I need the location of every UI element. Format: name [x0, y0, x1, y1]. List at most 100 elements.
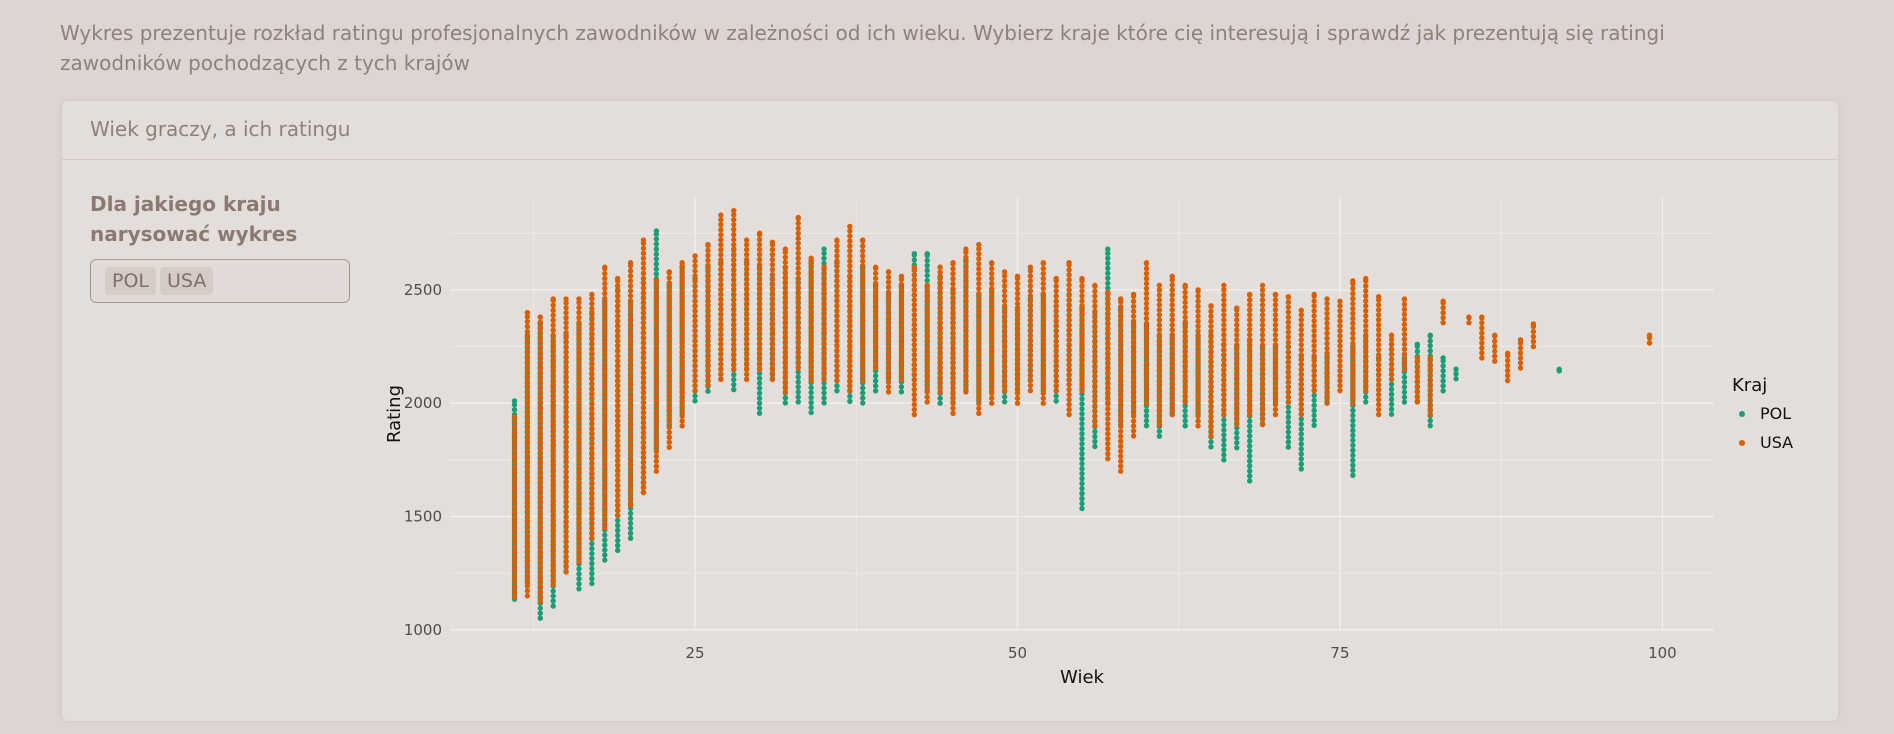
- data-point-usa: [666, 275, 672, 281]
- data-point-usa: [1169, 371, 1175, 378]
- data-point-usa: [989, 345, 995, 352]
- data-point-usa: [989, 315, 995, 322]
- data-point-usa: [1221, 302, 1227, 308]
- data-point-usa: [898, 371, 905, 378]
- data-point-usa: [756, 336, 763, 343]
- data-point-pol: [602, 537, 608, 543]
- data-point-usa: [1143, 365, 1150, 372]
- data-point-usa: [718, 296, 724, 303]
- data-point-usa: [1337, 328, 1343, 334]
- data-point-usa: [924, 384, 930, 390]
- data-point-usa: [1156, 292, 1163, 298]
- data-point-usa: [976, 271, 982, 277]
- data-point-usa: [911, 337, 918, 343]
- data-point-usa: [1053, 298, 1059, 304]
- data-point-usa: [589, 520, 595, 526]
- data-point-usa: [1298, 342, 1304, 348]
- data-point-usa: [885, 364, 892, 370]
- data-point-usa: [1117, 453, 1124, 459]
- data-point-usa: [1105, 316, 1111, 322]
- data-point-usa: [911, 282, 918, 288]
- data-point-usa: [808, 332, 814, 339]
- data-point-usa: [640, 425, 647, 431]
- data-point-usa: [795, 280, 801, 286]
- data-point-usa: [756, 351, 763, 357]
- data-point-usa: [898, 366, 905, 373]
- data-point-pol: [1246, 473, 1253, 479]
- data-point-usa: [1350, 375, 1356, 382]
- data-point-pol: [1182, 403, 1188, 409]
- data-point-usa: [1182, 314, 1188, 320]
- data-point-usa: [627, 273, 634, 279]
- data-point-usa: [1479, 320, 1485, 326]
- data-point-usa: [963, 304, 969, 310]
- data-point-usa: [602, 400, 608, 406]
- data-point-usa: [834, 253, 840, 259]
- data-point-usa: [1246, 357, 1253, 363]
- data-point-usa: [1324, 355, 1330, 362]
- data-point-usa: [1092, 348, 1098, 354]
- data-point-usa: [1504, 350, 1511, 357]
- data-point-usa: [1259, 352, 1266, 358]
- data-point-usa: [550, 327, 556, 333]
- data-point-usa: [1311, 387, 1317, 394]
- data-point-usa: [627, 367, 634, 374]
- chip-usa[interactable]: USA: [160, 267, 214, 295]
- chip-pol[interactable]: POL: [105, 267, 156, 295]
- data-point-usa: [1272, 342, 1279, 348]
- data-point-usa: [860, 293, 866, 299]
- data-point-usa: [860, 308, 866, 314]
- data-point-usa: [537, 389, 543, 395]
- data-point-usa: [1388, 346, 1395, 353]
- data-point-usa: [1272, 366, 1279, 373]
- data-point-usa: [1298, 352, 1304, 358]
- data-point-usa: [834, 377, 840, 384]
- data-point-usa: [679, 403, 685, 409]
- data-point-usa: [1143, 395, 1150, 401]
- data-point-usa: [576, 469, 582, 475]
- data-point-usa: [602, 415, 608, 421]
- data-point-usa: [963, 369, 969, 375]
- data-point-usa: [1208, 323, 1214, 329]
- data-point-usa: [1182, 329, 1188, 335]
- data-point-usa: [589, 435, 595, 441]
- country-multiselect[interactable]: POL USA: [90, 259, 350, 303]
- data-point-usa: [1234, 322, 1240, 328]
- data-point-usa: [950, 280, 956, 287]
- data-point-usa: [1517, 355, 1524, 361]
- data-point-usa: [885, 389, 892, 395]
- data-point-usa: [731, 291, 737, 298]
- data-point-usa: [537, 399, 543, 405]
- data-point-usa: [1375, 337, 1382, 343]
- data-point-usa: [563, 354, 569, 361]
- data-point-usa: [1246, 401, 1253, 408]
- data-point-usa: [782, 284, 789, 290]
- data-point-usa: [1092, 423, 1098, 429]
- data-point-usa: [821, 276, 827, 283]
- data-point-pol: [1440, 373, 1446, 379]
- data-point-usa: [1040, 365, 1047, 372]
- data-point-usa: [614, 452, 621, 459]
- data-point-usa: [1479, 340, 1485, 346]
- data-point-usa: [1259, 342, 1266, 348]
- data-point-usa: [847, 387, 853, 394]
- data-point-usa: [1014, 335, 1021, 342]
- data-point-usa: [602, 515, 608, 521]
- data-point-usa: [1130, 423, 1137, 429]
- data-point-usa: [1350, 305, 1356, 312]
- data-point-usa: [1027, 283, 1034, 289]
- data-point-usa: [1156, 362, 1163, 368]
- data-point-usa: [1079, 358, 1085, 364]
- data-point-usa: [602, 290, 608, 297]
- data-point-usa: [808, 293, 814, 299]
- data-point-usa: [1285, 394, 1292, 400]
- data-point-usa: [602, 405, 608, 411]
- data-point-pol: [795, 394, 801, 400]
- data-point-usa: [1234, 411, 1240, 418]
- data-point-usa: [1221, 282, 1227, 289]
- data-point-usa: [1375, 327, 1382, 333]
- data-point-usa: [989, 385, 995, 391]
- data-point-usa: [731, 207, 737, 214]
- data-point-usa: [602, 310, 608, 317]
- y-tick-label: 2500: [404, 281, 442, 299]
